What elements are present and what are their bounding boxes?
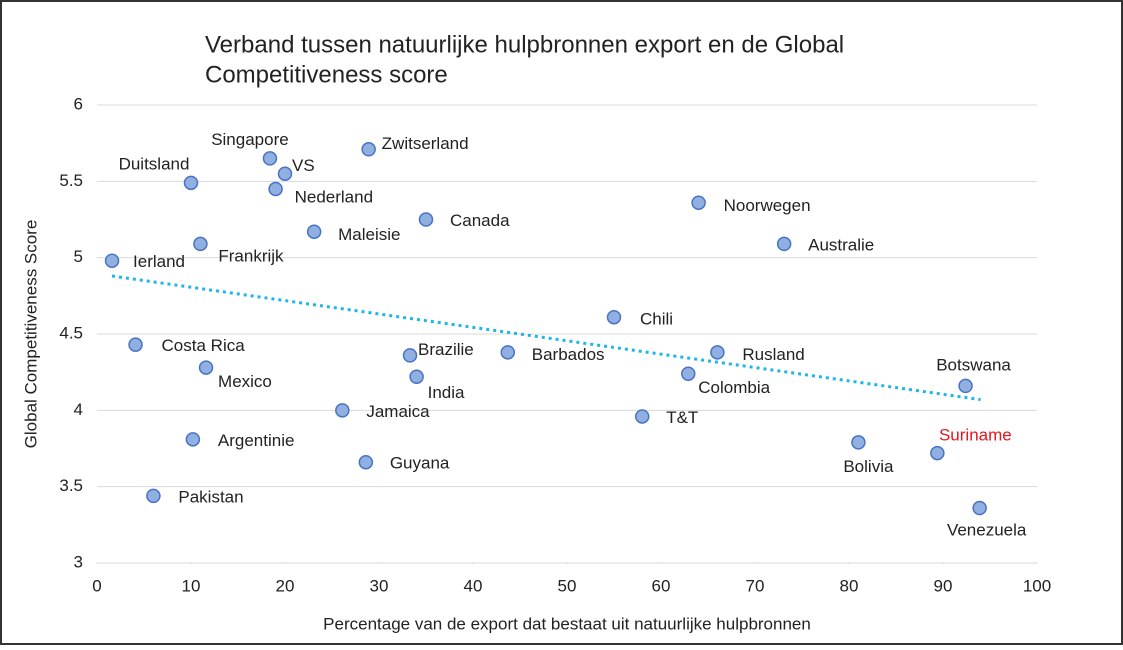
chart-title: Verband tussen natuurlijke hulpbronnen e… [205, 31, 844, 58]
point [358, 454, 374, 470]
y-tick-label: 4 [74, 400, 83, 419]
point [306, 224, 322, 239]
chart-title: Competitiveness score [205, 61, 448, 88]
point [198, 360, 214, 375]
point-label: Noorwegen [724, 196, 811, 215]
point [277, 166, 293, 181]
point-label: India [428, 383, 465, 402]
y-axis-label: Global Competitiveness Score [21, 220, 40, 449]
point-label: Barbados [532, 345, 605, 364]
point [851, 435, 866, 450]
x-tick-label: 10 [182, 576, 201, 595]
point-label: Argentinie [218, 431, 295, 450]
x-tick-label: 0 [92, 576, 101, 595]
point-label: Costa Rica [162, 336, 246, 355]
x-tick-label: 80 [840, 576, 859, 595]
point [776, 236, 792, 252]
y-tick-label: 3 [74, 552, 83, 571]
x-axis-label: Percentage van de export dat bestaat uit… [323, 614, 811, 633]
point-label: Brazilie [418, 340, 474, 359]
y-tick-label: 4.5 [59, 323, 83, 342]
x-tick-label: 100 [1023, 576, 1051, 595]
point-label: Maleisie [338, 225, 400, 244]
point-label: Bolivia [843, 457, 894, 476]
point [500, 345, 516, 360]
point-label: Colombia [698, 378, 770, 397]
point-label: Duitsland [119, 154, 190, 173]
point-label: Rusland [742, 345, 804, 364]
point [972, 500, 987, 516]
point-label: Mexico [218, 372, 272, 391]
point [418, 212, 434, 227]
point [930, 445, 945, 461]
point-label: Ierland [133, 252, 185, 271]
point-label: Singapore [211, 130, 289, 149]
point-label: Jamaica [366, 402, 430, 421]
point-label: Pakistan [178, 487, 243, 506]
x-tick-label: 30 [370, 576, 389, 595]
point-label: Guyana [390, 454, 450, 473]
point-label: Suriname [939, 426, 1012, 445]
point [193, 236, 208, 252]
point [268, 181, 283, 197]
point [402, 348, 418, 363]
y-tick-label: 5 [74, 247, 83, 266]
point-label: Nederland [295, 187, 373, 206]
point [185, 432, 201, 447]
point [634, 409, 650, 424]
x-tick-label: 90 [934, 576, 953, 595]
point-label: Venezuela [947, 521, 1027, 540]
y-tick-label: 6 [74, 94, 83, 113]
point-label: T&T [666, 408, 698, 427]
point [361, 142, 376, 157]
point-label: Botswana [936, 355, 1011, 374]
point-label: VS [292, 156, 315, 175]
x-tick-label: 60 [652, 576, 671, 595]
y-tick-label: 5.5 [59, 171, 83, 190]
point [262, 151, 278, 166]
point [681, 366, 696, 381]
y-tick-label: 3.5 [59, 476, 83, 495]
x-tick-label: 40 [464, 576, 483, 595]
point [104, 253, 120, 268]
point [128, 337, 143, 352]
x-tick-label: 50 [558, 576, 577, 595]
point-label: Australie [808, 235, 874, 254]
point [606, 309, 622, 325]
point [146, 488, 161, 504]
point [409, 369, 424, 384]
point-label: Zwitserland [382, 134, 469, 153]
point [958, 378, 973, 394]
point-label: Chili [640, 310, 673, 329]
point [335, 403, 350, 418]
point [691, 195, 706, 210]
point-label: Frankrijk [218, 246, 284, 265]
x-tick-label: 20 [276, 576, 295, 595]
point-label: Canada [450, 211, 510, 230]
point [710, 345, 725, 360]
x-tick-label: 70 [746, 576, 765, 595]
point [183, 175, 199, 191]
